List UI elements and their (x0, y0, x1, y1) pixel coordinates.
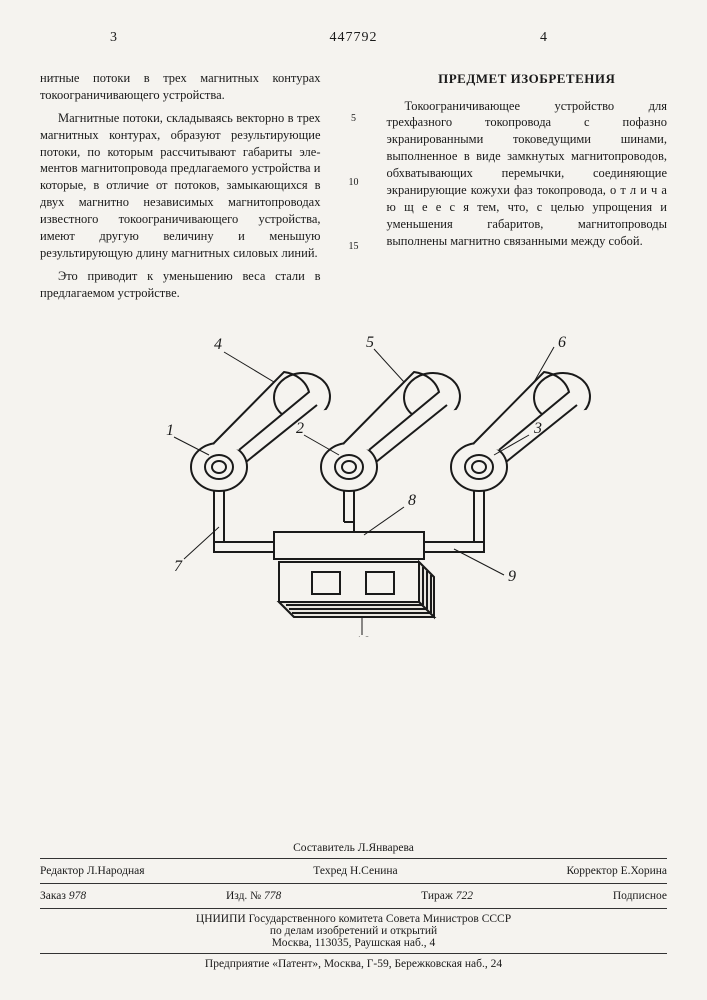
fig-label-6: 6 (558, 334, 566, 351)
footer-addr1: Москва, 113035, Раушская наб., 4 (40, 937, 667, 949)
order-num: 978 (69, 890, 86, 902)
composer-label: Составитель (293, 842, 355, 854)
footer: Составитель Л.Январева Редактор Л.Народн… (40, 842, 667, 970)
page-number-right: 4 (540, 30, 547, 46)
figure-svg: 1 2 3 4 5 6 7 8 9 10 (114, 327, 594, 637)
fig-label-2: 2 (296, 420, 304, 437)
linenum-10: 10 (345, 176, 363, 190)
footer-composer-row: Составитель Л.Январева (40, 842, 667, 854)
linenum-5: 5 (345, 112, 363, 126)
left-column: нитные потоки в трех магнитных контурах … (40, 70, 321, 307)
order-label: Заказ (40, 890, 66, 902)
tirage-label: Тираж (421, 890, 453, 902)
tirage-num: 722 (456, 890, 473, 902)
tech-name: Н.Сенина (350, 865, 398, 877)
footer-addr2: Предприятие «Патент», Москва, Г-59, Бере… (40, 958, 667, 970)
fig-label-3: 3 (533, 420, 542, 437)
fig-label-5: 5 (366, 334, 374, 351)
page-number-left: 3 (110, 30, 117, 46)
footer-print-row: Заказ 978 Изд. № 778 Тираж 722 Подписное (40, 888, 667, 904)
corrector-label: Корректор (566, 865, 617, 877)
fig-label-4: 4 (214, 336, 222, 353)
composer-name: Л.Январева (358, 842, 414, 854)
fig-label-1: 1 (166, 422, 174, 439)
fig-label-8: 8 (408, 492, 416, 509)
izd-label: Изд. № (226, 890, 261, 902)
left-p2: Магнитные потоки, складываясь векторно в… (40, 110, 321, 262)
line-number-gutter: 5 10 15 (345, 70, 363, 307)
editor-name: Л.Народная (87, 865, 145, 877)
fig-label-10: 10 (354, 634, 370, 637)
right-p1: Токоограничивающее устройство для трехфа… (387, 98, 668, 250)
body-columns: нитные потоки в трех магнитных контурах … (40, 70, 667, 307)
tech-label: Техред (313, 865, 347, 877)
izd-num: 778 (264, 890, 281, 902)
figure: 1 2 3 4 5 6 7 8 9 10 (40, 327, 667, 647)
corrector-name: Е.Хорина (621, 865, 667, 877)
footer-credits-row: Редактор Л.Народная Техред Н.Сенина Корр… (40, 863, 667, 879)
footer-org1: ЦНИИПИ Государственного комитета Совета … (40, 913, 667, 925)
editor-label: Редактор (40, 865, 84, 877)
linenum-15: 15 (345, 240, 363, 254)
left-p3: Это приводит к уменьшению веса стали в п… (40, 268, 321, 302)
fig-label-7: 7 (174, 558, 183, 575)
fig-label-9: 9 (508, 568, 516, 585)
footer-org2: по делам изобретений и открытий (40, 925, 667, 937)
right-column: ПРЕДМЕТ ИЗОБРЕТЕНИЯ Токоограничивающее у… (387, 70, 668, 307)
claims-title: ПРЕДМЕТ ИЗОБРЕТЕНИЯ (387, 70, 668, 88)
document-number: 447792 (330, 30, 378, 46)
left-p1: нитные потоки в трех магнитных контурах … (40, 70, 321, 104)
subscription: Подписное (613, 890, 667, 902)
